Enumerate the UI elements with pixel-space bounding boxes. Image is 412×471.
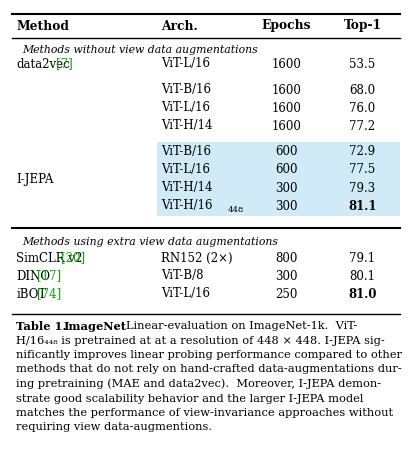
- Text: 1600: 1600: [272, 101, 301, 114]
- Text: ViT-H/14: ViT-H/14: [161, 181, 212, 195]
- Text: Epochs: Epochs: [262, 19, 311, 32]
- Text: requiring view data-augmentions.: requiring view data-augmentions.: [16, 422, 213, 432]
- Text: ViT-H/14: ViT-H/14: [161, 120, 212, 132]
- Text: nificantly improves linear probing performance compared to other: nificantly improves linear probing perfo…: [16, 350, 403, 360]
- Text: 1600: 1600: [272, 57, 301, 71]
- Text: [74]: [74]: [37, 287, 62, 300]
- Text: 448: 448: [228, 206, 244, 214]
- Text: ViT-B/8: ViT-B/8: [161, 269, 203, 283]
- Text: ViT-B/16: ViT-B/16: [161, 146, 211, 159]
- Text: ing pretraining (MAE and data2vec).  Moreover, I-JEPA demon-: ing pretraining (MAE and data2vec). More…: [16, 379, 382, 389]
- Text: 81.0: 81.0: [348, 287, 377, 300]
- Text: ViT-B/16: ViT-B/16: [161, 83, 211, 97]
- Text: ViT-L/16: ViT-L/16: [161, 287, 210, 300]
- Text: ImageNet: ImageNet: [64, 320, 127, 332]
- Text: 300: 300: [275, 181, 297, 195]
- Text: 800: 800: [275, 252, 297, 265]
- Text: 250: 250: [275, 287, 297, 300]
- Text: 80.1: 80.1: [349, 269, 376, 283]
- Text: 79.1: 79.1: [349, 252, 376, 265]
- Text: DINO: DINO: [16, 269, 51, 283]
- Text: 79.3: 79.3: [349, 181, 376, 195]
- Bar: [157, 142, 400, 216]
- Text: 300: 300: [275, 269, 297, 283]
- Text: 600: 600: [275, 163, 297, 177]
- Text: Method: Method: [16, 19, 70, 32]
- Text: [17]: [17]: [37, 269, 62, 283]
- Text: Arch.: Arch.: [161, 19, 197, 32]
- Text: I-JEPA: I-JEPA: [16, 172, 54, 186]
- Text: iBOT: iBOT: [16, 287, 47, 300]
- Text: Table 1.: Table 1.: [16, 320, 67, 332]
- Text: ViT-H/16: ViT-H/16: [161, 200, 212, 212]
- Text: data2vec: data2vec: [16, 57, 70, 71]
- Text: 1600: 1600: [272, 120, 301, 132]
- Text: H/16₄₄₈ is pretrained at at a resolution of 448 × 448. I-JEPA sig-: H/16₄₄₈ is pretrained at at a resolution…: [16, 335, 385, 346]
- Text: RN152 (2×): RN152 (2×): [161, 252, 232, 265]
- Text: Top-1: Top-1: [344, 19, 382, 32]
- Text: Methods using extra view data augmentations: Methods using extra view data augmentati…: [23, 237, 279, 247]
- Text: matches the performance of view-invariance approaches without: matches the performance of view-invarian…: [16, 408, 393, 418]
- Text: 600: 600: [275, 146, 297, 159]
- Text: 77.5: 77.5: [349, 163, 376, 177]
- Text: 53.5: 53.5: [349, 57, 376, 71]
- Text: 81.1: 81.1: [348, 200, 377, 212]
- Text: 76.0: 76.0: [349, 101, 376, 114]
- Text: 300: 300: [275, 200, 297, 212]
- Text: ViT-L/16: ViT-L/16: [161, 163, 210, 177]
- Text: ViT-L/16: ViT-L/16: [161, 101, 210, 114]
- Text: 68.0: 68.0: [349, 83, 376, 97]
- Text: methods that do not rely on hand-crafted data-augmentations dur-: methods that do not rely on hand-crafted…: [16, 365, 402, 374]
- Text: [7]: [7]: [56, 57, 73, 71]
- Text: .  Linear-evaluation on ImageNet-1k.  ViT-: . Linear-evaluation on ImageNet-1k. ViT-: [115, 321, 358, 331]
- Text: strate good scalability behavior and the larger I-JEPA model: strate good scalability behavior and the…: [16, 393, 364, 404]
- Text: SimCLR v2: SimCLR v2: [16, 252, 83, 265]
- Text: 72.9: 72.9: [349, 146, 376, 159]
- Text: Methods without view data augmentations: Methods without view data augmentations: [23, 45, 258, 55]
- Text: ViT-L/16: ViT-L/16: [161, 57, 210, 71]
- Text: 1600: 1600: [272, 83, 301, 97]
- Text: [20]: [20]: [61, 252, 85, 265]
- Text: 77.2: 77.2: [349, 120, 376, 132]
